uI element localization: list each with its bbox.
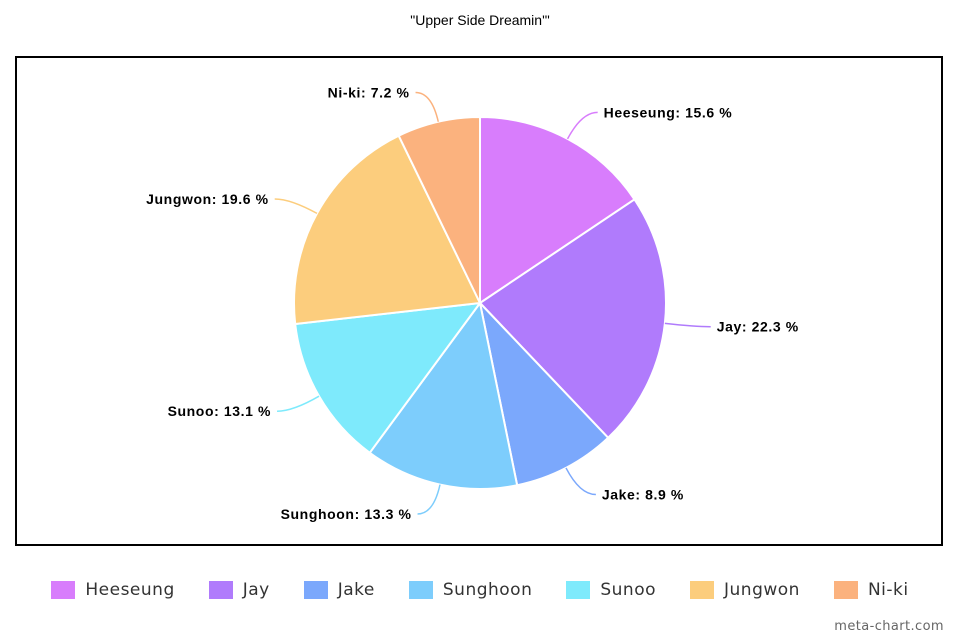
legend-item-heeseung: Heeseung [51,580,174,600]
slice-label-sunghoon: Sunghoon: 13.3 % [281,506,412,522]
legend-label: Jungwon [724,580,800,600]
legend-label: Jay [242,580,270,600]
leader-line-jake [565,467,596,496]
pie-slice-jay [478,198,667,440]
legend-item-jay: Jay [208,580,270,600]
legend-item-ni-ki: Ni-ki [833,580,909,600]
leader-line-sunghoon [417,484,441,515]
legend-swatch [566,581,591,599]
leader-line-jay [664,322,711,328]
pie-slice-ni-ki [397,115,481,304]
slice-label-jungwon: Jungwon: 19.6 % [146,191,269,207]
legend-swatch [833,581,858,599]
legend-item-sunoo: Sunoo [566,580,656,600]
pie-slice-sunghoon [368,300,519,490]
slice-label-ni-ki: Ni-ki: 7.2 % [328,85,410,101]
leader-line-sunoo [277,395,320,412]
pie-slice-jake [478,299,610,487]
legend-swatch [408,581,433,599]
legend-item-sunghoon: Sunghoon [408,580,533,600]
slice-label-sunoo: Sunoo: 13.1 % [168,403,271,419]
slice-label-jake: Jake: 8.9 % [602,487,684,503]
legend-label: Jake [337,580,375,600]
slice-label-heeseung: Heeseung: 15.6 % [604,104,733,120]
legend-label: Heeseung [85,580,175,600]
legend-label: Ni-ki [867,580,909,600]
legend: Heeseung Jay Jake Sunghoon Sunoo Jungwon Ni-ki [0,576,960,604]
pie-slice-sunoo [294,301,483,455]
plot-frame [15,56,943,546]
pie-chart: Heeseung: 15.6 % Jay: 22.3 % Jake: 8.9 % Su… [146,85,799,522]
legend-swatch [690,581,715,599]
legend-label: Sunghoon [442,580,533,600]
chart-title: "Upper Side Dreamin'" [410,12,550,28]
slice-label-jay: Jay: 22.3 % [717,319,799,335]
leader-line-ni-ki [415,91,440,122]
pie-slice-heeseung [479,115,636,305]
leader-line-heeseung [566,111,598,140]
legend-swatch [208,581,233,599]
pie-slice-jungwon [293,134,482,326]
watermark: meta-chart.com [834,619,944,634]
legend-item-jake: Jake [303,580,375,600]
leader-line-jungwon [274,198,318,215]
legend-label: Sunoo [600,580,657,600]
legend-item-jungwon: Jungwon [690,580,800,600]
legend-swatch [51,581,76,599]
legend-swatch [303,581,328,599]
